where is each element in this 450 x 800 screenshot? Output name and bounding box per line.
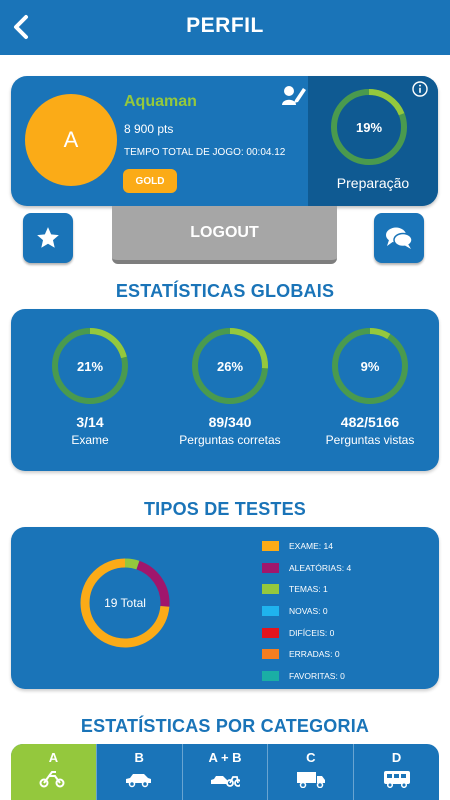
motorcycle-icon: [38, 769, 68, 793]
logout-button[interactable]: LOGOUT: [112, 206, 337, 264]
category-tab-label: A + B: [208, 750, 242, 765]
preparation-panel: [308, 76, 438, 206]
stat-label: Perguntas corretas: [179, 433, 281, 447]
messages-button[interactable]: [374, 213, 424, 263]
points: 8 900 pts: [124, 122, 174, 136]
legend-label: NOVAS: 0: [289, 605, 328, 616]
info-button[interactable]: [412, 81, 428, 97]
category-tab-label: C: [306, 750, 316, 765]
edit-user-icon: [282, 86, 306, 105]
legend-swatch: [262, 627, 279, 638]
bus-icon: [382, 769, 412, 793]
stat-percent: 26%: [216, 358, 244, 374]
test-types-panel: 19 Total EXAME: 14 ALEATÓRIAS: 4 TEMAS: 1 N…: [11, 527, 439, 689]
stat-correct-questions: 26% 89/340 Perguntas corretas: [175, 326, 285, 447]
ring-progress: [52, 328, 128, 404]
legend-item: NOVAS: 0: [262, 600, 351, 622]
stat-exam: 21% 3/14 Exame: [35, 326, 145, 447]
legend-item: FAVORITAS: 0: [262, 665, 351, 687]
avatar[interactable]: A: [25, 94, 117, 186]
category-tab-c[interactable]: C: [267, 744, 353, 800]
stat-ring: [192, 328, 268, 404]
legend-swatch: [262, 562, 279, 573]
category-tab-a[interactable]: A: [11, 744, 96, 800]
legend-label: ERRADAS: 0: [289, 649, 340, 660]
stat-ring: [332, 328, 408, 404]
category-tab-d[interactable]: D: [353, 744, 439, 800]
category-tabs: A B A + B C D: [11, 744, 439, 800]
test-types-legend: EXAME: 14 ALEATÓRIAS: 4 TEMAS: 1 NOVAS: 0 DI…: [262, 535, 351, 687]
truck-icon: [296, 769, 326, 793]
ring-progress: [332, 328, 408, 404]
legend-swatch: [262, 584, 279, 595]
stat-percent: 9%: [360, 358, 380, 374]
favorites-button[interactable]: [23, 213, 73, 263]
ring-progress: [192, 328, 268, 404]
category-tab-a-plus-b[interactable]: A + B: [181, 744, 268, 800]
legend-label: TEMAS: 1: [289, 584, 328, 595]
category-tab-b[interactable]: B: [95, 744, 182, 800]
legend-label: ALEATÓRIAS: 4: [289, 562, 352, 573]
stat-label: Perguntas vistas: [325, 433, 415, 447]
donut-slice-exame: [80, 558, 170, 648]
donut-slice-aleatórias: [80, 558, 170, 648]
legend-item: EXAME: 14: [262, 535, 351, 557]
stat-percent: 21%: [76, 358, 104, 374]
legend-swatch: [262, 540, 279, 551]
stat-count: 89/340: [208, 414, 252, 430]
legend-label: FAVORITAS: 0: [289, 670, 345, 681]
legend-swatch: [262, 649, 279, 660]
category-tab-label: B: [134, 750, 144, 765]
stat-count: 3/14: [76, 414, 104, 430]
chat-bubbles-icon: [386, 227, 413, 249]
legend-item: DIFÍCEIS: 0: [262, 622, 351, 644]
donut-total: 19 Total: [104, 596, 146, 610]
motorcycle-and-car-icon: [210, 769, 242, 793]
category-stats-title: ESTATÍSTICAS POR CATEGORIA: [80, 716, 370, 736]
global-stats-panel: 21% 3/14 Exame 26% 89/340 Perguntas corr…: [11, 309, 439, 471]
profile-card: A Aquaman 8 900 pts TEMPO TOTAL DE JOGO:…: [11, 76, 438, 206]
total-playtime: TEMPO TOTAL DE JOGO: 00:04.12: [124, 147, 286, 158]
category-tab-label: A: [48, 750, 59, 765]
chevron-left-icon: [14, 15, 28, 39]
back-button[interactable]: [8, 10, 38, 44]
legend-item: TEMAS: 1: [262, 578, 351, 600]
star-icon: [37, 227, 59, 248]
stat-seen-questions: 9% 482/5166 Perguntas vistas: [315, 326, 425, 447]
legend-item: ERRADAS: 0: [262, 643, 351, 665]
top-bar: PERFIL: [0, 0, 450, 55]
page-title: PERFIL: [186, 14, 264, 37]
category-tab-label: D: [391, 750, 402, 765]
username: Aquaman: [124, 93, 197, 110]
preparation-ring: [331, 89, 407, 165]
ring-progress: [331, 89, 407, 165]
legend-label: EXAME: 14: [289, 540, 333, 551]
level-badge: GOLD: [123, 169, 177, 193]
legend-item: ALEATÓRIAS: 4: [262, 557, 351, 579]
legend-label: DIFÍCEIS: 0: [289, 627, 335, 638]
preparation-percent: 19%: [355, 119, 383, 135]
legend-swatch: [262, 670, 279, 681]
stat-ring: [52, 328, 128, 404]
test-types-donut: [80, 558, 170, 648]
stat-label: Exame: [71, 433, 109, 447]
info-icon: [412, 81, 428, 97]
car-icon: [124, 769, 154, 793]
legend-swatch: [262, 605, 279, 616]
stat-count: 482/5166: [340, 414, 400, 430]
edit-profile-button[interactable]: [281, 83, 307, 107]
global-stats-title: ESTATÍSTICAS GLOBAIS: [115, 281, 335, 301]
test-types-title: TIPOS DE TESTES: [143, 499, 307, 519]
preparation-label: Preparação: [336, 175, 410, 191]
